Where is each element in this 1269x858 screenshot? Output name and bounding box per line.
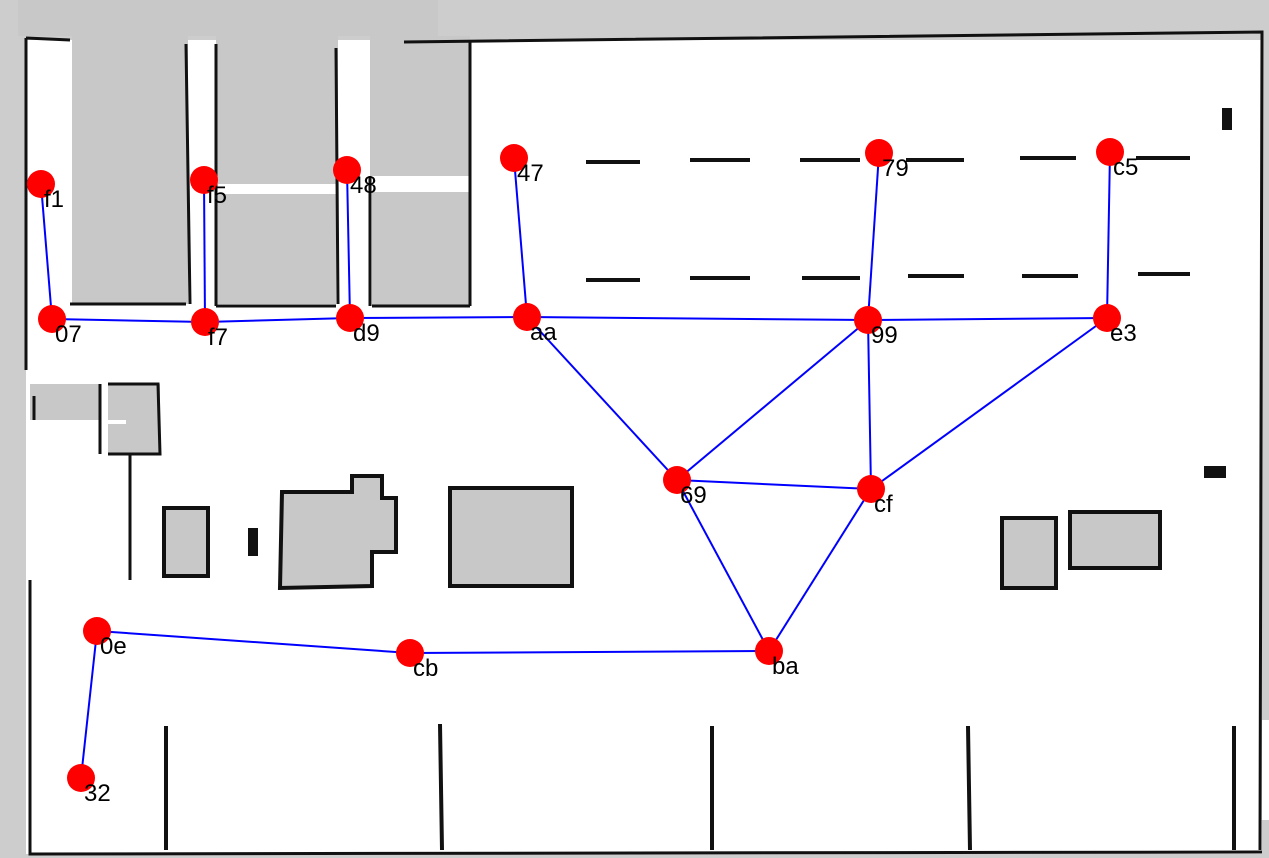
edge-f5-f7: [204, 180, 205, 322]
node-label-79: 79: [882, 155, 909, 182]
edge-d9-aa: [350, 317, 527, 318]
node-label-99: 99: [871, 322, 898, 349]
node-label-c5: c5: [1113, 154, 1138, 181]
node-label-ba: ba: [772, 653, 799, 680]
node-label-0e: 0e: [100, 633, 127, 660]
node-label-e3: e3: [1110, 320, 1137, 347]
node-label-d9: d9: [353, 320, 380, 347]
node-label-f1: f1: [44, 186, 64, 213]
node-label-cf: cf: [874, 491, 893, 518]
node-label-48: 48: [350, 172, 377, 199]
node-label-cb: cb: [413, 655, 438, 682]
node-label-f5: f5: [207, 182, 227, 209]
node-label-47: 47: [517, 160, 544, 187]
node-label-aa: aa: [530, 319, 557, 346]
node-label-f7: f7: [208, 324, 228, 351]
node-label-32: 32: [84, 780, 111, 807]
node-label-69: 69: [680, 482, 707, 509]
node-label-07: 07: [55, 321, 82, 348]
